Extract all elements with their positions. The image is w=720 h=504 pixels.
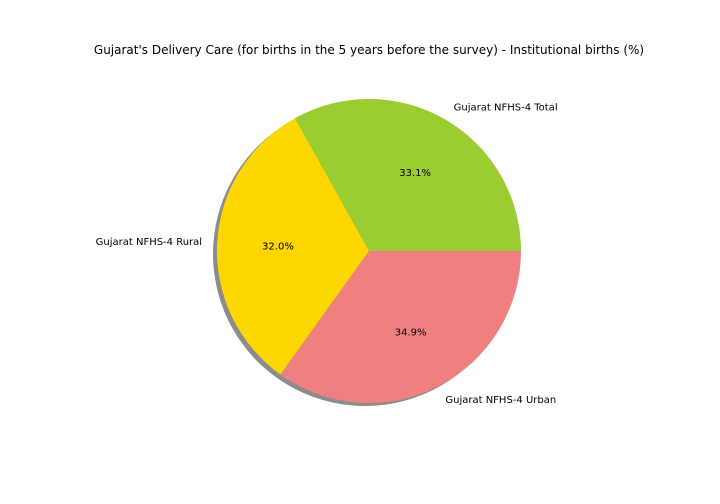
pie-slice-gujarat-nfhs-4-urban [280,251,521,404]
pie-slice-percent-gujarat-nfhs-4-total: 33.1% [399,168,431,179]
pie-slice-gujarat-nfhs-4-total [294,98,521,251]
pie-slice-gujarat-nfhs-4-rural [216,118,369,375]
pie-slice-label-gujarat-nfhs-4-urban: Gujarat NFHS-4 Urban [445,395,556,406]
pie-slices [216,98,521,404]
pie-labels: 33.1% Gujarat NFHS-4 Total 32.0% Gujarat NF… [96,102,558,406]
pie-slice-label-gujarat-nfhs-4-total: Gujarat NFHS-4 Total [454,102,558,113]
pie-slice-percent-gujarat-nfhs-4-urban: 34.9% [395,328,427,339]
pie-slice-percent-gujarat-nfhs-4-rural: 32.0% [262,241,294,252]
chart-title: Gujarat's Delivery Care (for births in t… [94,43,644,57]
pie-slice-label-gujarat-nfhs-4-rural: Gujarat NFHS-4 Rural [96,237,202,248]
